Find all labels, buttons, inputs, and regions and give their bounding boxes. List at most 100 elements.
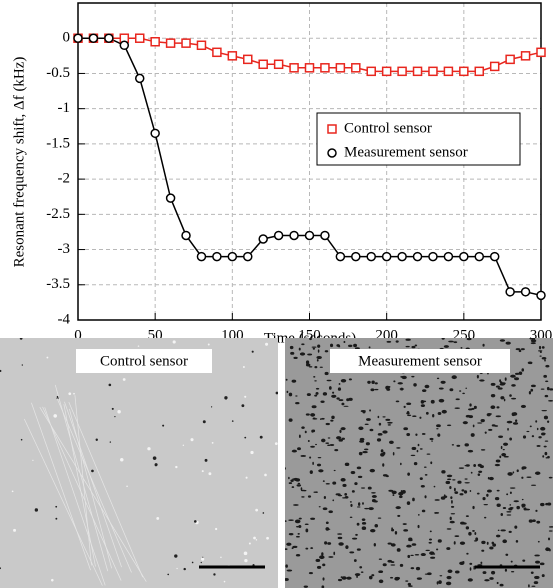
speckle xyxy=(509,531,512,533)
speckle xyxy=(395,531,397,535)
speckle xyxy=(502,539,507,543)
speckle xyxy=(464,490,467,493)
y-tick-label: -3 xyxy=(58,241,71,257)
speckle xyxy=(452,444,454,445)
speckle xyxy=(406,545,412,548)
speckle xyxy=(547,387,550,390)
speckle xyxy=(175,466,177,468)
y-tick-label: -3.5 xyxy=(46,276,70,292)
speckle xyxy=(538,350,542,351)
speckle xyxy=(256,539,257,540)
speckle xyxy=(357,467,361,470)
speckle xyxy=(465,443,469,446)
speckle xyxy=(398,382,403,384)
speckle xyxy=(341,403,344,406)
speckle xyxy=(507,421,513,424)
marker xyxy=(197,41,205,49)
speckle xyxy=(12,490,14,492)
speckle xyxy=(396,340,399,342)
speckle xyxy=(307,354,312,356)
marker xyxy=(120,41,128,49)
speckle xyxy=(330,344,333,348)
speckle xyxy=(400,376,404,378)
speckle xyxy=(275,442,278,445)
speckle xyxy=(464,482,469,483)
speckle xyxy=(488,413,492,415)
speckle xyxy=(530,389,533,392)
speckle xyxy=(481,541,485,544)
y-tick-label: -1 xyxy=(58,100,71,116)
speckle xyxy=(283,520,286,522)
speckle xyxy=(349,378,352,380)
speckle xyxy=(397,548,401,552)
speckle xyxy=(530,425,532,427)
speckle xyxy=(326,423,330,425)
speckle xyxy=(296,554,300,557)
speckle xyxy=(468,578,473,581)
speckle xyxy=(436,424,441,427)
speckle xyxy=(287,569,293,571)
speckle xyxy=(526,477,531,478)
speckle xyxy=(326,529,331,530)
speckle xyxy=(412,543,417,546)
speckle xyxy=(521,368,524,371)
speckle xyxy=(473,464,476,467)
speckle xyxy=(452,375,457,379)
speckle xyxy=(441,381,446,384)
marker xyxy=(414,67,422,75)
legend-marker xyxy=(328,149,336,157)
speckle xyxy=(470,490,472,492)
speckle xyxy=(265,343,268,346)
speckle xyxy=(539,355,541,356)
speckle xyxy=(378,416,380,418)
speckle xyxy=(300,352,305,355)
speckle xyxy=(309,366,313,367)
speckle xyxy=(123,378,126,381)
speckle xyxy=(462,561,464,563)
speckle xyxy=(374,500,378,502)
speckle xyxy=(292,380,297,383)
speckle xyxy=(96,439,98,441)
speckle xyxy=(465,388,467,389)
speckle xyxy=(511,398,516,400)
speckle xyxy=(213,573,215,575)
marker xyxy=(522,52,530,60)
speckle xyxy=(391,561,395,563)
speckle xyxy=(297,484,302,486)
speckle xyxy=(483,571,487,574)
speckle xyxy=(359,440,364,442)
speckle xyxy=(338,387,341,390)
speckle xyxy=(156,517,159,520)
marker xyxy=(429,67,437,75)
speckle xyxy=(288,519,294,521)
speckle xyxy=(522,505,524,507)
speckle xyxy=(325,350,329,352)
speckle xyxy=(400,463,402,466)
speckle xyxy=(366,442,370,445)
marker xyxy=(414,253,422,261)
speckle xyxy=(421,553,426,556)
speckle xyxy=(481,449,485,450)
speckle xyxy=(534,576,539,579)
speckle xyxy=(243,366,245,368)
speckle xyxy=(531,342,536,344)
speckle xyxy=(371,574,374,576)
speckle xyxy=(371,492,376,493)
speckle xyxy=(205,459,208,462)
speckle xyxy=(183,445,184,446)
speckle xyxy=(358,476,362,478)
marker xyxy=(136,74,144,82)
speckle xyxy=(387,422,393,424)
marker xyxy=(336,253,344,261)
speckle xyxy=(396,506,401,509)
speckle xyxy=(466,553,468,555)
speckle xyxy=(138,345,139,346)
speckle xyxy=(500,381,502,384)
marker xyxy=(167,194,175,202)
speckle xyxy=(202,470,204,472)
marker xyxy=(275,231,283,239)
speckle xyxy=(310,518,315,520)
speckle xyxy=(244,396,246,398)
speckle xyxy=(407,555,410,558)
speckle xyxy=(457,481,461,484)
